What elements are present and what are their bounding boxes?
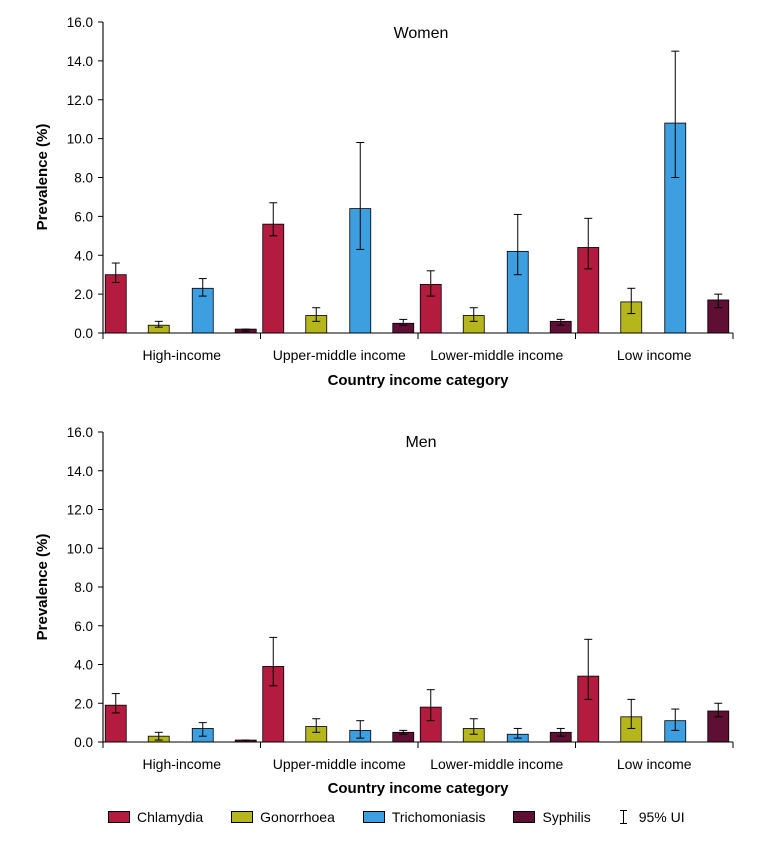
x-axis-label: Country income category (328, 372, 510, 389)
y-tick-label: 12.0 (67, 503, 93, 518)
legend: Chlamydia Gonorrhoea Trichomoniasis Syph… (108, 806, 713, 828)
legend-label-uncertainty-interval: 95% UI (638, 809, 685, 825)
y-tick-label: 4.0 (74, 248, 93, 263)
x-tick-label: Lower-middle income (430, 347, 563, 363)
y-tick-label: 14.0 (67, 54, 93, 69)
y-tick-label: 10.0 (67, 132, 93, 147)
y-tick-label: 10.0 (67, 541, 93, 556)
legend-swatch-trichomoniasis (362, 811, 385, 823)
x-tick-label: Upper-middle income (273, 756, 406, 772)
chart-panel-women: Women 0.0 2.0 4.0 6.0 8.0 10.0 12.0 14.0 16.0 Prev… (34, 15, 734, 389)
y-axis-label: Prevalence (%) (34, 124, 51, 231)
error-bar-icon (619, 809, 629, 825)
x-tick-label: High-income (142, 756, 221, 772)
legend-label-trichomoniasis: Trichomoniasis (391, 809, 486, 825)
x-tick-label: Low income (617, 347, 692, 363)
chart-panel-men: Men 0.0 2.0 4.0 6.0 8.0 10.0 12.0 14.0 16.0 Preval… (34, 425, 734, 797)
y-tick-label: 6.0 (74, 209, 93, 224)
chart-title: Men (405, 434, 436, 451)
legend-item-chlamydia: Chlamydia (108, 809, 203, 825)
x-tick-label: Low income (617, 756, 692, 772)
legend-label-syphilis: Syphilis (542, 809, 591, 825)
y-tick-label: 2.0 (74, 696, 93, 711)
y-tick-label: 6.0 (74, 619, 93, 634)
chart-title: Women (394, 25, 449, 42)
x-axis-label: Country income category (328, 780, 510, 797)
x-tick-label: Lower-middle income (430, 756, 563, 772)
legend-label-chlamydia: Chlamydia (137, 809, 204, 825)
y-tick-label: 8.0 (74, 580, 93, 595)
y-tick-label: 4.0 (74, 658, 93, 673)
y-tick-label: 0.0 (74, 735, 93, 750)
y-tick-label: 0.0 (74, 326, 93, 341)
legend-item-gonorrhoea: Gonorrhoea (231, 809, 335, 825)
y-tick-label: 2.0 (74, 287, 93, 302)
y-tick-label: 16.0 (67, 425, 93, 440)
y-axis-label: Prevalence (%) (34, 534, 51, 641)
x-tick-label: Upper-middle income (273, 347, 406, 363)
legend-item-syphilis: Syphilis (513, 809, 591, 825)
legend-item-trichomoniasis: Trichomoniasis (362, 809, 486, 825)
y-tick-label: 8.0 (74, 171, 93, 186)
bar-chlamydia-upper-middle-income (262, 223, 285, 334)
legend-item-uncertainty-interval: 95% UI (619, 809, 685, 825)
y-tick-label: 14.0 (67, 464, 93, 479)
legend-swatch-gonorrhoea (231, 811, 254, 823)
legend-swatch-chlamydia (108, 811, 130, 823)
y-tick-label: 12.0 (67, 93, 93, 108)
legend-swatch-syphilis (513, 811, 536, 823)
legend-label-gonorrhoea: Gonorrhoea (260, 809, 335, 825)
x-tick-label: High-income (142, 347, 221, 363)
y-tick-label: 16.0 (67, 15, 93, 30)
bar-chlamydia-high-income (104, 274, 127, 334)
